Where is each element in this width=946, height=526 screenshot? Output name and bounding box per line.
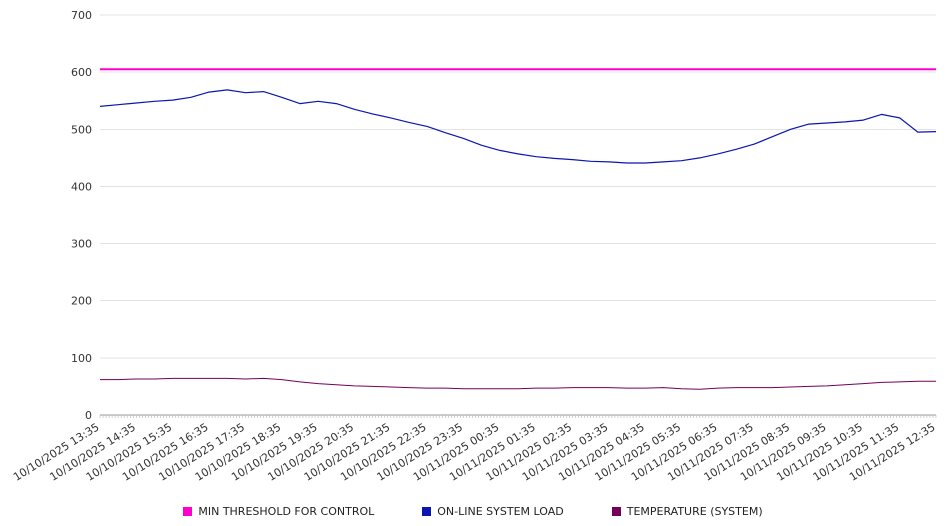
y-axis-tick-label: 400	[71, 180, 92, 193]
series-line	[100, 377, 936, 390]
legend-item-min-threshold: MIN THRESHOLD FOR CONTROL	[183, 505, 374, 518]
y-axis-tick-label: 0	[85, 409, 92, 422]
y-axis-tick-label: 200	[71, 295, 92, 308]
legend-label-temperature: TEMPERATURE (SYSTEM)	[626, 505, 763, 518]
y-axis-tick-label: 700	[71, 9, 92, 22]
y-axis-tick-label: 500	[71, 123, 92, 136]
legend-swatch-min-threshold	[183, 507, 193, 516]
y-axis-tick-label: 100	[71, 352, 92, 365]
chart-legend: MIN THRESHOLD FOR CONTROL ON-LINE SYSTEM…	[0, 505, 946, 518]
y-axis-tick-label: 300	[71, 238, 92, 251]
series-line	[99, 89, 937, 164]
legend-item-temperature: TEMPERATURE (SYSTEM)	[611, 505, 763, 518]
legend-swatch-system-load	[422, 507, 432, 516]
legend-item-system-load: ON-LINE SYSTEM LOAD	[422, 505, 564, 518]
y-axis-tick-label: 600	[71, 66, 92, 79]
legend-swatch-temperature	[611, 507, 621, 516]
legend-label-system-load: ON-LINE SYSTEM LOAD	[437, 505, 564, 518]
legend-label-min-threshold: MIN THRESHOLD FOR CONTROL	[198, 505, 375, 518]
